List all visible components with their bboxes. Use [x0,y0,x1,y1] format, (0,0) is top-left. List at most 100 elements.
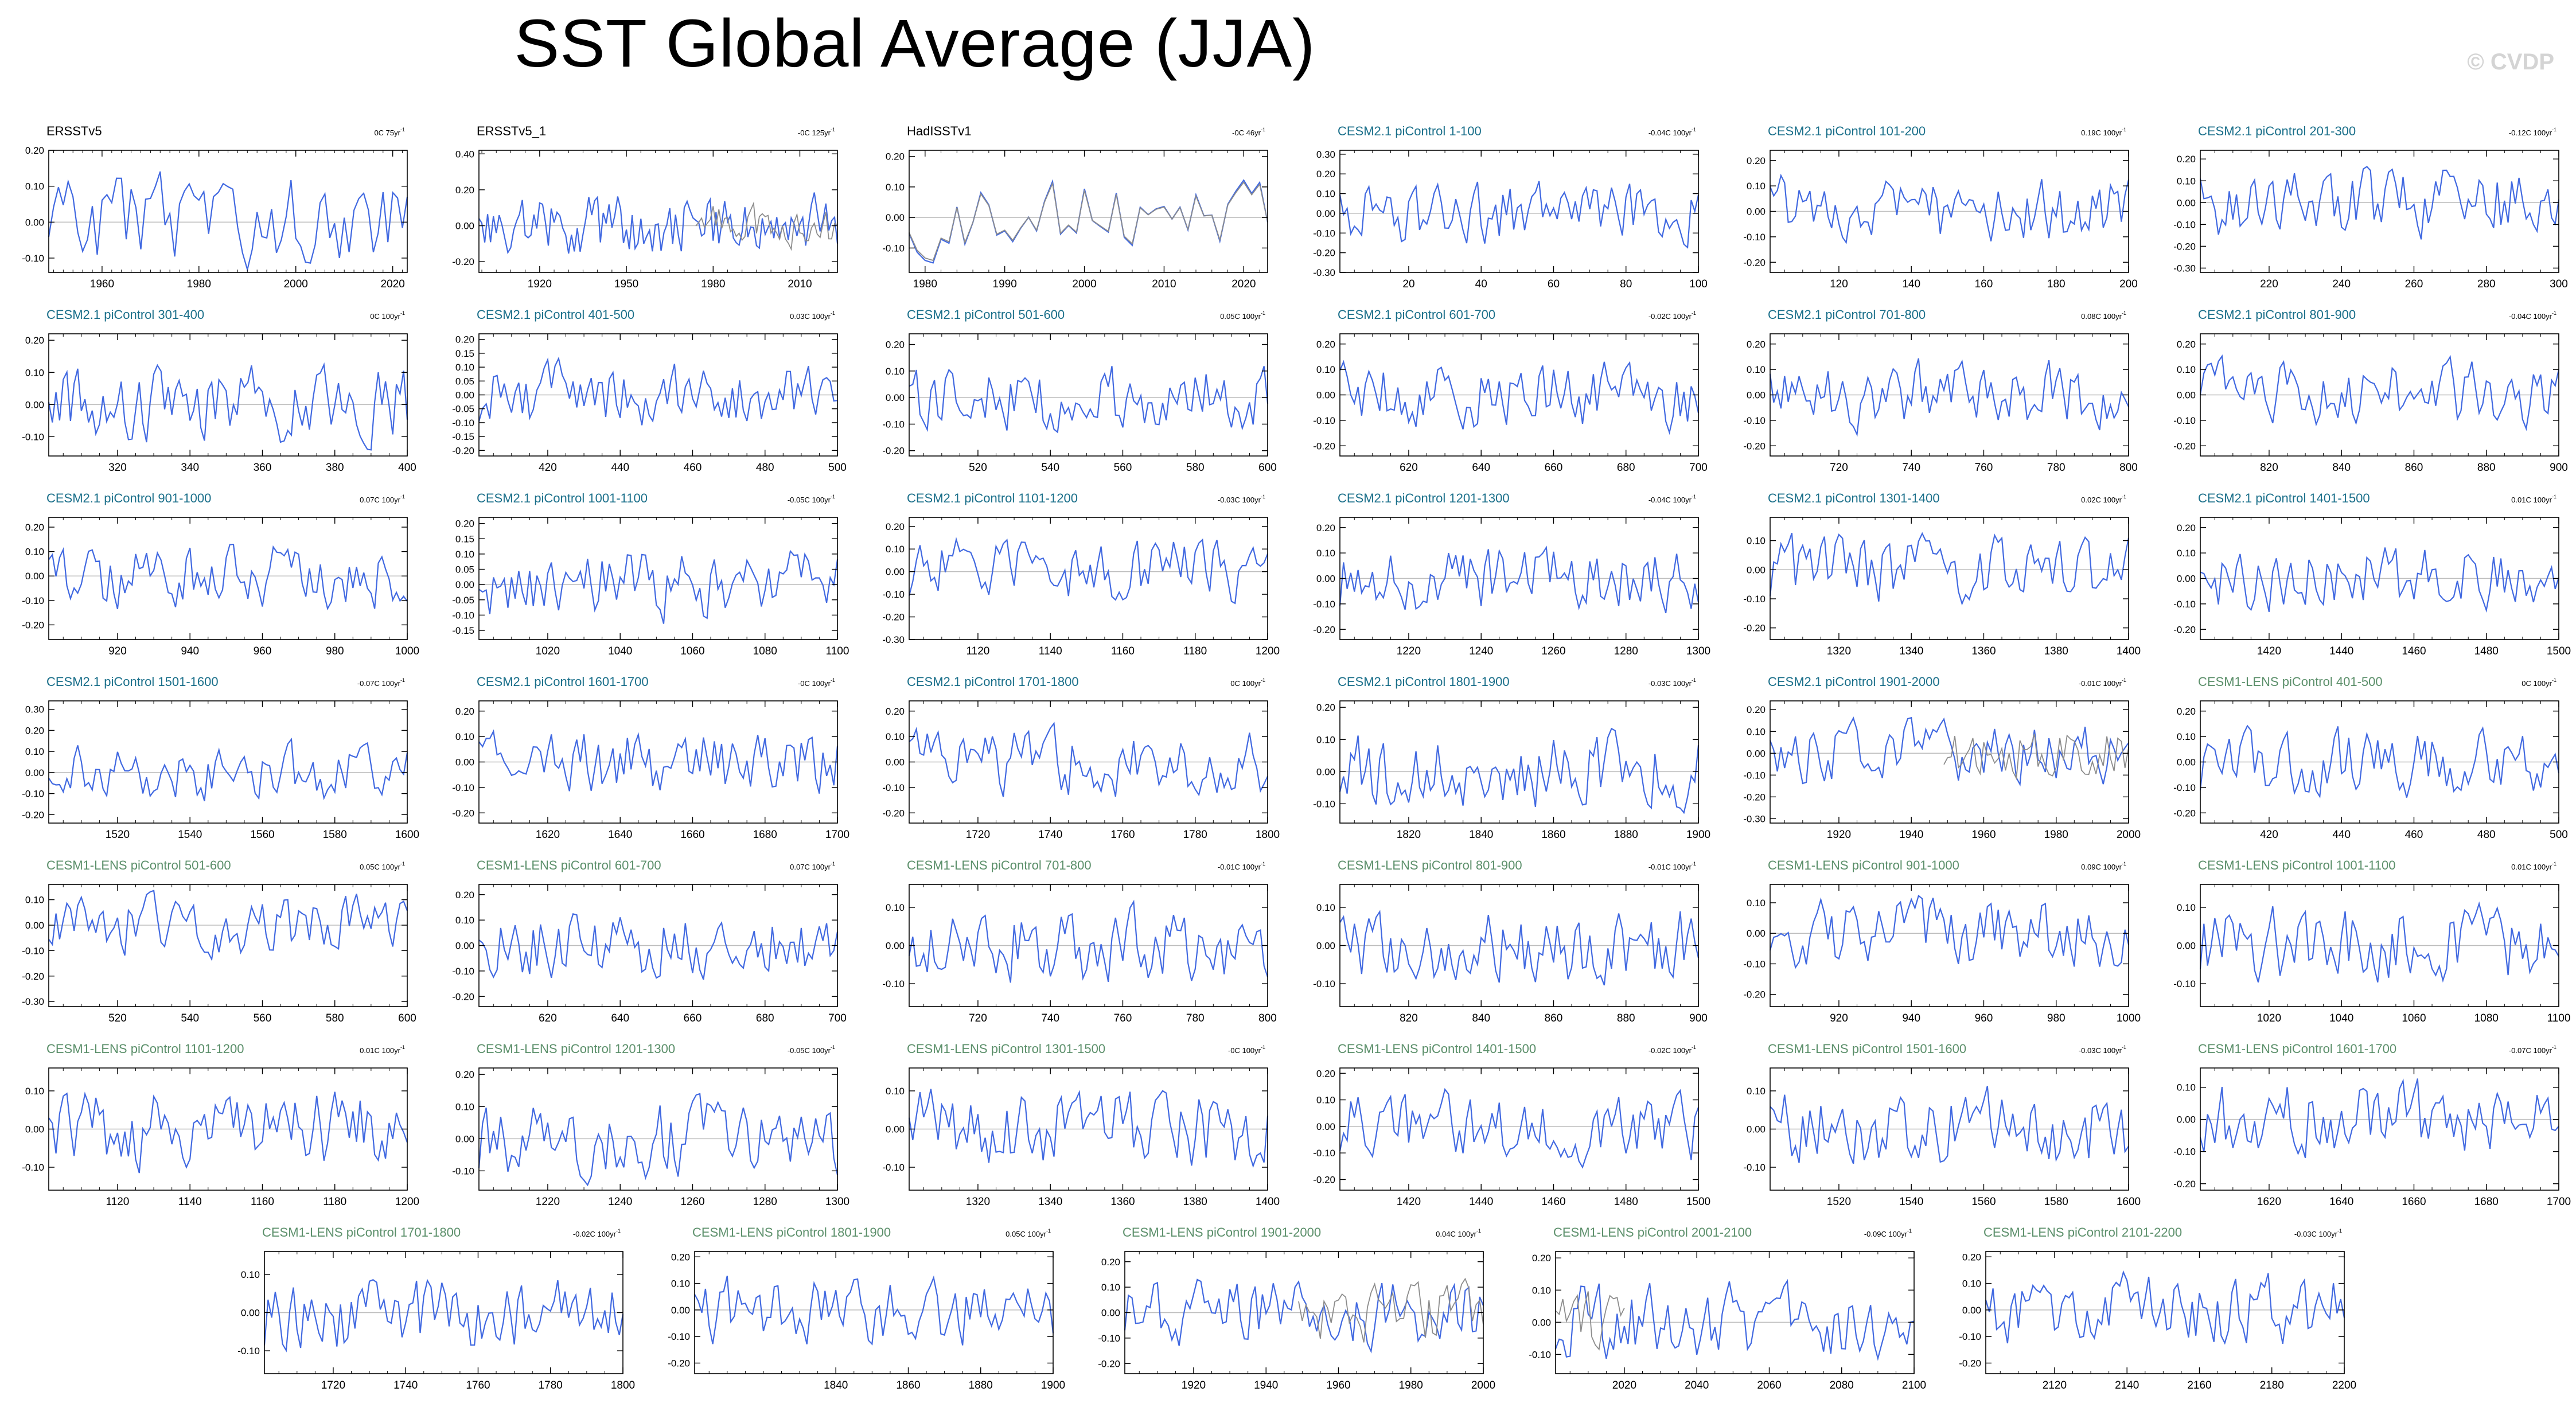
x-tick-label: 880 [2477,462,2496,474]
x-tick-label: 1980 [187,278,211,290]
y-tick-label: -0.10 [882,979,905,989]
y-tick-label: 0.00 [455,579,474,590]
x-tick-label: 1220 [1397,645,1421,657]
plot-frame [2200,1067,2559,1191]
y-tick-label: 0.00 [886,392,905,403]
y-tick-label: 0.10 [25,1086,44,1097]
y-tick-label: -0.20 [2173,1179,2196,1190]
y-tick-label: 0.10 [1747,898,1766,909]
x-tick-label: 1100 [826,645,849,657]
y-tick-label: -0.10 [1313,599,1335,610]
y-tick-label: 0.20 [1316,1068,1335,1079]
x-tick-label: 1980 [2044,829,2068,841]
x-tick-label: 1560 [1971,1196,1996,1208]
x-tick-label: 1940 [1254,1379,1278,1391]
x-tick-label: 1020 [536,645,560,657]
y-tick-label: 0.20 [1747,155,1766,166]
subplot: CESM2.1 piControl 1801-1900 -0.03C 100yr-… [1313,675,1710,841]
x-tick-label: 280 [2477,278,2496,290]
y-tick-label: 0.10 [25,181,44,192]
y-tick-label: -0.10 [2173,415,2196,426]
x-tick-label: 1260 [680,1196,704,1208]
y-tick-label: 0.00 [886,941,905,952]
observed-series-line [1298,1277,1484,1343]
y-tick-label: -0.10 [452,782,474,793]
y-tick-label: 0.20 [1532,1253,1551,1264]
y-tick-label: -0.20 [2173,241,2196,252]
series-line [694,1275,1054,1346]
x-tick-label: 1380 [2044,645,2068,657]
x-tick-label: 560 [254,1012,272,1024]
subplot: CESM2.1 piControl 301-400 0C 100yr-1 320 34… [22,307,416,474]
x-tick-label: 1950 [614,278,638,290]
trend-label: 0.02C 100yr-1 [2081,494,2126,504]
y-tick-label: 0.20 [25,522,44,533]
x-tick-label: 2010 [1152,278,1176,290]
y-tick-label: 0.00 [25,399,44,410]
trend-label: -0.04C 100yr-1 [1649,127,1696,137]
y-tick-label: -0.20 [882,808,905,818]
subplot-title: CESM2.1 piControl 201-300 [2198,124,2356,138]
x-tick-label: 840 [2332,462,2351,474]
trend-label: 0.03C 100yr-1 [790,310,835,321]
x-tick-label: 800 [1258,1012,1277,1024]
subplot: ERSSTv5 0C 75yr-1 1960 1980 2000 2020 0.20 0.10… [22,124,408,290]
x-tick-label: 1920 [528,278,552,290]
y-tick-label: -0.20 [1743,257,1766,268]
plot-frame [1555,1251,1915,1374]
x-tick-label: 1360 [1110,1196,1135,1208]
subplot-title: CESM2.1 piControl 601-700 [1338,307,1495,322]
subplot: CESM2.1 piControl 201-300 -0.12C 100yr-1 2… [2173,124,2568,290]
x-tick-label: 1060 [680,645,704,657]
y-tick-label: -0.10 [452,966,474,977]
y-tick-label: 0.20 [886,521,905,532]
x-tick-label: 380 [326,462,344,474]
y-tick-label: -0.10 [452,1165,474,1176]
x-tick-label: 900 [1689,1012,1708,1024]
subplot-title: CESM2.1 piControl 1601-1700 [477,675,649,689]
x-tick-label: 980 [326,645,344,657]
x-tick-label: 680 [1617,462,1635,474]
x-tick-label: 1080 [753,645,777,657]
subplot-title: CESM1-LENS piControl 601-700 [477,858,661,872]
series-line [1769,716,2129,787]
y-tick-label: 0.20 [2177,339,2196,350]
subplot: CESM2.1 piControl 1001-1100 -0.05C 100yr-… [452,491,849,657]
x-tick-label: 300 [2550,278,2568,290]
x-tick-label: 600 [398,1012,416,1024]
subplot: CESM1-LENS piControl 1501-1600 -0.03C 100… [1743,1042,2141,1208]
x-tick-label: 1140 [178,1196,202,1208]
y-tick-label: -0.10 [882,589,905,600]
trend-label: -0C 100yr-1 [1228,1044,1265,1055]
series-line [48,171,408,272]
y-tick-label: -0.10 [237,1346,260,1356]
y-tick-label: 0.10 [455,362,474,373]
y-tick-label: 0.15 [455,533,474,544]
y-tick-label: 0.00 [455,221,474,232]
y-tick-label: 0.10 [1316,364,1335,375]
y-tick-label: 0.10 [886,544,905,555]
subplot: CESM2.1 piControl 1601-1700 -0C 100yr-1 16… [452,675,849,841]
x-tick-label: 1880 [1614,829,1638,841]
y-tick-label: 0.00 [2177,757,2196,768]
x-tick-label: 940 [181,645,199,657]
y-tick-label: 0.10 [1532,1285,1551,1296]
x-tick-label: 860 [1545,1012,1563,1024]
series-line [263,1278,624,1352]
x-tick-label: 1480 [2474,645,2499,657]
y-tick-label: 0.20 [671,1252,690,1262]
trend-label: 0.01C 100yr-1 [360,1044,405,1055]
subplot: CESM1-LENS piControl 1101-1200 0.01C 100y… [22,1042,419,1208]
series-line [2199,901,2559,983]
x-tick-label: 440 [2332,829,2351,841]
y-tick-label: -0.10 [22,945,44,956]
y-tick-label: 0.10 [886,182,905,193]
subplot: CESM2.1 piControl 1701-1800 0C 100yr-1 172… [882,675,1280,841]
trend-label: -0.03C 100yr-1 [1649,677,1696,688]
x-tick-label: 1760 [1110,829,1135,841]
series-line [1769,173,2130,244]
x-tick-label: 1380 [1183,1196,1207,1208]
y-tick-label: 0.00 [1747,928,1766,939]
plot-frame [478,1067,838,1191]
observed-series-line [1943,734,2129,781]
